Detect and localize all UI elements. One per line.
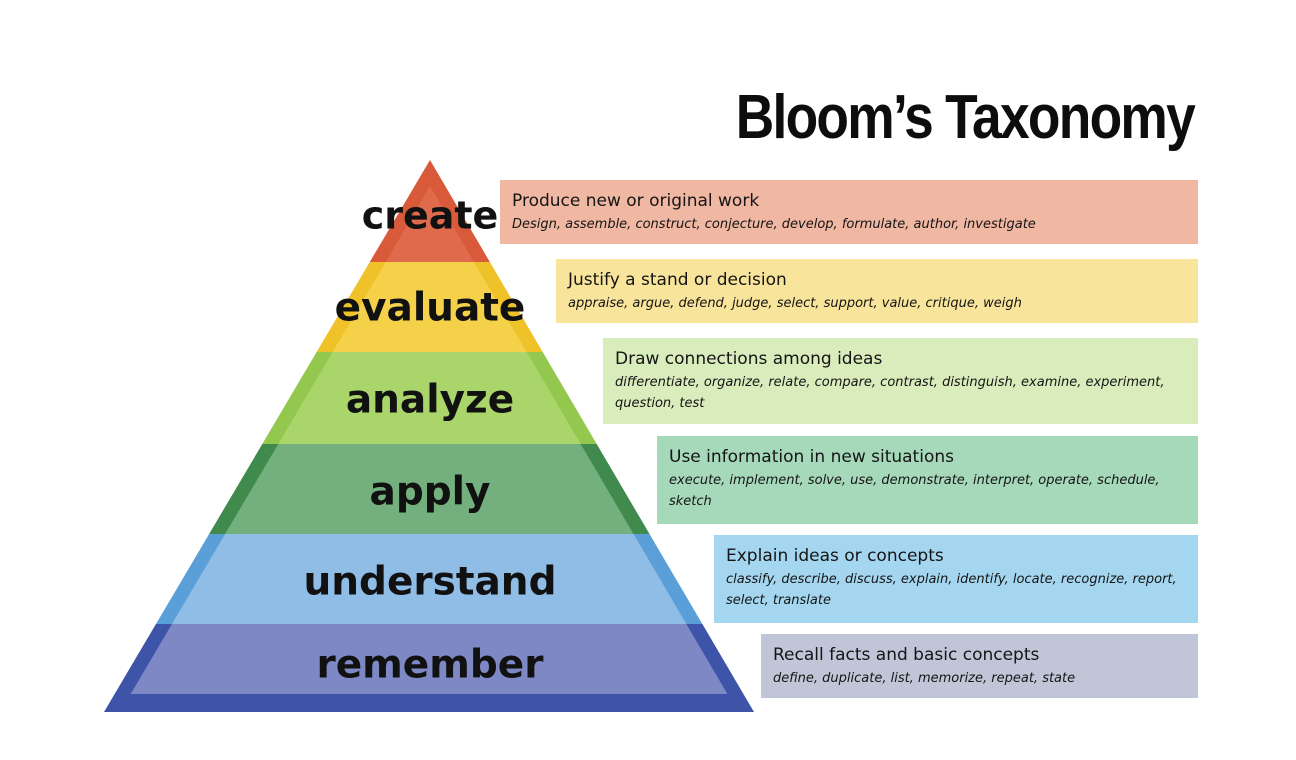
description-box-remember: Recall facts and basic concepts define, … xyxy=(761,634,1198,698)
description-heading: Produce new or original work xyxy=(512,191,760,211)
pyramid-label-understand: understand xyxy=(304,560,557,605)
pyramid-label-create: create xyxy=(362,194,499,238)
description-verbs: differentiate, organize, relate, compare… xyxy=(615,375,1165,411)
description-box-apply: Use information in new situations execut… xyxy=(657,436,1198,524)
description-heading: Justify a stand or decision xyxy=(568,270,787,290)
description-verbs: classify, describe, discuss, explain, id… xyxy=(726,572,1177,608)
taxonomy-pyramid: create evaluate analyze apply understand reme… xyxy=(104,160,754,712)
description-heading: Recall facts and basic concepts xyxy=(773,645,1040,665)
description-box-create: Produce new or original work Design, ass… xyxy=(500,180,1198,244)
pyramid-label-evaluate: evaluate xyxy=(335,286,526,331)
description-box-analyze: Draw connections among ideas differentia… xyxy=(603,338,1198,424)
pyramid-label-remember: remember xyxy=(316,643,544,688)
description-box-understand: Explain ideas or concepts classify, desc… xyxy=(714,535,1198,623)
pyramid-label-analyze: analyze xyxy=(346,378,514,423)
description-heading: Draw connections among ideas xyxy=(615,349,883,369)
description-heading: Explain ideas or concepts xyxy=(726,546,944,566)
page-title: Bloom’s Taxonomy xyxy=(735,83,1196,152)
pyramid-layer-create xyxy=(385,186,474,262)
pyramid-layer-understand xyxy=(171,534,687,624)
pyramid-layer-apply xyxy=(225,444,634,534)
description-box-evaluate: Justify a stand or decision appraise, ar… xyxy=(556,259,1198,323)
pyramid-layer-evaluate xyxy=(332,262,527,352)
pyramid-label-apply: apply xyxy=(370,470,491,515)
pyramid-layer-analyze xyxy=(278,352,581,444)
description-verbs: execute, implement, solve, use, demonstr… xyxy=(669,473,1160,509)
description-verbs: Design, assemble, construct, conjecture,… xyxy=(512,217,1036,232)
description-verbs: appraise, argue, defend, judge, select, … xyxy=(568,296,1022,311)
pyramid-layer-remember xyxy=(130,624,728,694)
description-heading: Use information in new situations xyxy=(669,447,954,467)
description-verbs: define, duplicate, list, memorize, repea… xyxy=(773,671,1076,686)
